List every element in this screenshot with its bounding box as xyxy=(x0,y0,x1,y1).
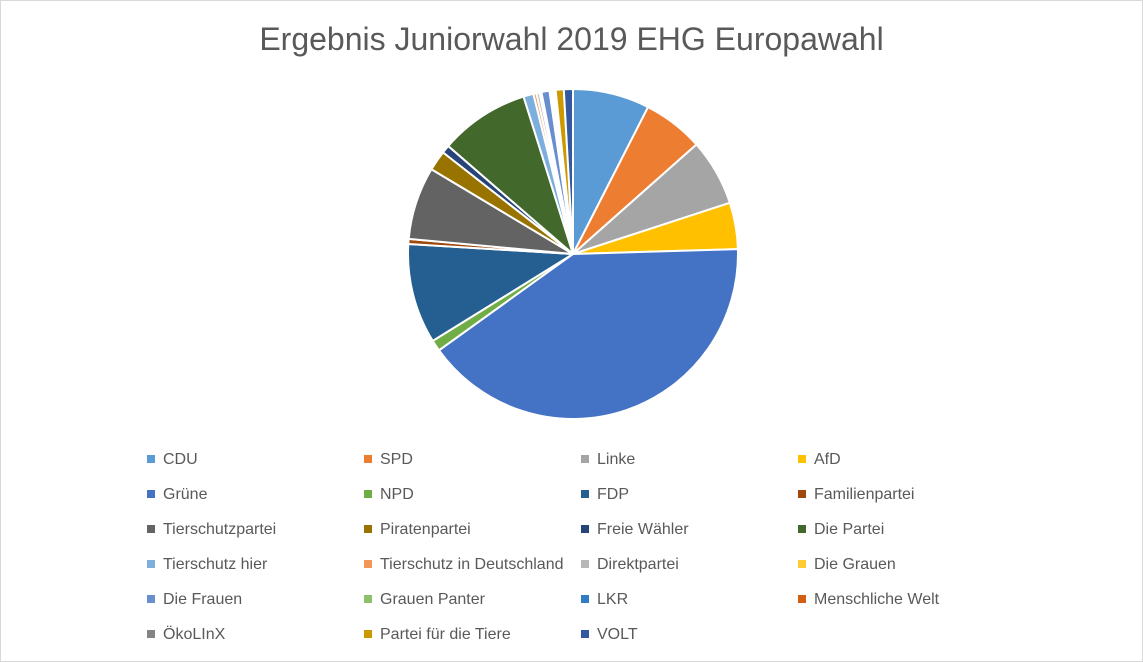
legend-item: Die Grauen xyxy=(798,554,896,576)
legend-label: Familienpartei xyxy=(814,486,915,503)
legend-label: Die Frauen xyxy=(163,591,243,608)
chart-title: Ergebnis Juniorwahl 2019 EHG Europawahl xyxy=(259,21,884,57)
legend-label: ÖkoLInX xyxy=(163,626,226,643)
legend-label: Tierschutz hier xyxy=(163,556,268,573)
legend-item: CDU xyxy=(147,449,198,471)
legend-swatch xyxy=(581,559,589,568)
legend-swatch xyxy=(147,489,155,498)
legend-swatch xyxy=(581,594,589,603)
legend-swatch xyxy=(798,489,806,498)
legend-swatch xyxy=(364,454,372,463)
legend-item: Linke xyxy=(581,449,635,471)
legend-item: Tierschutzpartei xyxy=(147,519,276,541)
legend-swatch xyxy=(147,559,155,568)
legend-label: VOLT xyxy=(597,626,638,643)
legend-item: Tierschutz in Deutschland xyxy=(364,554,564,576)
legend-swatch xyxy=(798,524,806,533)
legend-label: Piratenpartei xyxy=(380,521,471,538)
legend-label: Die Grauen xyxy=(814,556,896,573)
pie-slice-4 xyxy=(438,248,739,420)
pie-slice-6 xyxy=(407,243,574,342)
legend-label: Partei für die Tiere xyxy=(380,626,511,643)
legend-item: Grauen Panter xyxy=(364,589,485,611)
legend-swatch xyxy=(364,629,372,638)
legend-label: Grüne xyxy=(163,486,208,503)
pie-slice-22 xyxy=(562,88,574,255)
chart-legend: CDU SPD Linke AfD Grüne NPD FDP Familienpartei T… xyxy=(147,449,1047,649)
legend-swatch xyxy=(798,454,806,463)
legend-swatch xyxy=(147,594,155,603)
legend-label: Die Partei xyxy=(814,521,885,538)
legend-label: AfD xyxy=(814,451,841,468)
legend-item: Familienpartei xyxy=(798,484,914,506)
legend-swatch xyxy=(581,489,589,498)
legend-swatch xyxy=(147,629,155,638)
legend-label: LKR xyxy=(597,591,629,608)
legend-label: Tierschutz in Deutschland xyxy=(380,556,564,573)
legend-item: ÖkoLInX xyxy=(147,624,225,646)
legend-swatch xyxy=(581,524,589,533)
legend-swatch xyxy=(798,559,806,568)
legend-label: Direktpartei xyxy=(597,556,679,573)
legend-label: Tierschutzpartei xyxy=(163,521,277,538)
legend-swatch xyxy=(147,454,155,463)
legend-item: Freie Wähler xyxy=(581,519,689,541)
legend-label: NPD xyxy=(380,486,414,503)
legend-item: Piratenpartei xyxy=(364,519,471,541)
legend-swatch xyxy=(364,524,372,533)
legend-item: Menschliche Welt xyxy=(798,589,939,611)
legend-label: Linke xyxy=(597,451,636,468)
legend-swatch xyxy=(364,594,372,603)
legend-item: NPD xyxy=(364,484,414,506)
legend-swatch xyxy=(581,629,589,638)
legend-item: Partei für die Tiere xyxy=(364,624,511,646)
legend-item: VOLT xyxy=(581,624,638,646)
legend-item: Grüne xyxy=(147,484,207,506)
legend-label: Menschliche Welt xyxy=(814,591,940,608)
legend-item: FDP xyxy=(581,484,629,506)
legend-swatch xyxy=(364,559,372,568)
legend-item: Die Partei xyxy=(798,519,884,541)
legend-swatch xyxy=(581,454,589,463)
legend-swatch xyxy=(364,489,372,498)
legend-label: Freie Wähler xyxy=(597,521,689,538)
pie-chart xyxy=(407,88,739,420)
legend-item: SPD xyxy=(364,449,413,471)
legend-label: FDP xyxy=(597,486,629,503)
legend-label: SPD xyxy=(380,451,413,468)
legend-item: AfD xyxy=(798,449,841,471)
legend-label: Grauen Panter xyxy=(380,591,485,608)
legend-label: CDU xyxy=(163,451,198,468)
pie-slice-11 xyxy=(447,95,574,255)
legend-swatch xyxy=(798,594,806,603)
legend-item: Tierschutz hier xyxy=(147,554,267,576)
legend-item: Die Frauen xyxy=(147,589,242,611)
legend-item: LKR xyxy=(581,589,628,611)
legend-item: Direktpartei xyxy=(581,554,679,576)
legend-swatch xyxy=(147,524,155,533)
